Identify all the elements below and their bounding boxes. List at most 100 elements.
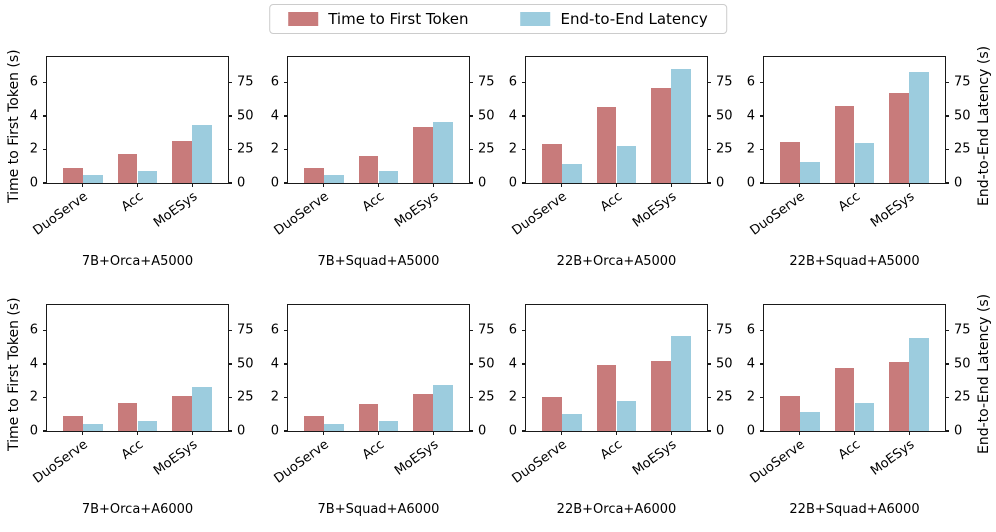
y-tick-label-right: 75 <box>716 322 733 338</box>
x-tick-mark <box>81 183 84 187</box>
y-tick-mark-left <box>284 81 288 83</box>
y-tick-mark-right <box>228 81 232 83</box>
x-tick-mark <box>670 183 673 187</box>
x-tick-mark <box>670 431 673 435</box>
x-tick-mark <box>615 431 618 435</box>
legend: Time to First Token End-to-End Latency <box>269 4 727 34</box>
y-tick-mark-right <box>707 430 711 432</box>
y-tick-label-right: 25 <box>954 389 971 405</box>
bar-e2e-duoserve <box>799 411 820 431</box>
bar-ttft-duoserve <box>541 397 562 431</box>
x-tick-label-acc: Acc <box>118 189 146 215</box>
y-tick-label-left: 4 <box>746 356 755 372</box>
bar-ttft-moesys <box>172 395 193 431</box>
x-tick-label-moesys: MoESys <box>868 437 918 479</box>
x-tick-mark <box>615 183 618 187</box>
y-tick-label-left: 2 <box>29 389 38 405</box>
y-tick-mark-right <box>469 115 473 117</box>
x-tick-label-duoserve: DuoServe <box>30 437 91 487</box>
legend-item-e2e: End-to-End Latency <box>520 10 708 28</box>
y-tick-label-right: 0 <box>716 175 725 191</box>
bar-e2e-duoserve <box>323 423 344 431</box>
y-tick-mark-right <box>469 148 473 151</box>
y-tick-mark-left <box>522 115 526 117</box>
bar-ttft-moesys <box>413 394 434 431</box>
bar-ttft-duoserve <box>541 144 562 183</box>
bar-e2e-acc <box>854 403 875 431</box>
y-tick-label-left: 4 <box>270 108 279 124</box>
plot-area: 0 2 4 6 0 25 50 75 DuoServe Acc MoESys <box>747 304 971 487</box>
bar-ttft-moesys <box>889 93 910 183</box>
y-tick-mark-right <box>469 329 473 331</box>
y-tick-mark-right <box>945 148 949 151</box>
subplot-22B+Orca+A6000: 0 2 4 6 0 25 50 75 DuoServe Acc MoESys 22B+Orca+A6… <box>509 284 733 532</box>
bar-e2e-moesys <box>909 72 930 183</box>
y-tick-mark-right <box>469 430 473 432</box>
left-axis-label: Time to First Token (s) <box>6 49 22 203</box>
subplot-7B+Orca+A6000: 0 2 4 6 0 25 50 75 DuoServe Acc MoESys 7B+Orca+A60… <box>30 284 254 532</box>
y-tick-mark-right <box>945 363 949 365</box>
y-tick-mark-right <box>707 148 711 151</box>
x-tick-mark <box>432 183 435 187</box>
bar-e2e-duoserve <box>561 163 582 183</box>
y-tick-mark-right <box>707 363 711 365</box>
x-tick-mark <box>560 431 563 435</box>
x-tick-label-acc: Acc <box>597 437 625 463</box>
y-tick-label-right: 0 <box>954 175 963 191</box>
y-tick-mark-left <box>284 396 288 399</box>
bar-ttft-moesys <box>889 362 910 431</box>
subplot-title: 22B+Orca+A6000 <box>556 502 677 517</box>
y-tick-label-left: 6 <box>29 322 38 338</box>
y-tick-mark-right <box>228 363 232 365</box>
x-tick-mark <box>322 183 325 187</box>
bar-e2e-moesys <box>671 68 692 183</box>
bar-ttft-acc <box>834 367 855 431</box>
y-tick-mark-right <box>707 182 711 184</box>
bar-e2e-acc <box>378 420 399 431</box>
y-tick-label-left: 6 <box>270 322 279 338</box>
bar-e2e-acc <box>137 170 158 183</box>
y-tick-mark-left <box>522 148 526 151</box>
y-tick-label-left: 2 <box>270 389 279 405</box>
y-tick-label-right: 25 <box>716 141 733 157</box>
bar-e2e-duoserve <box>82 423 103 431</box>
y-tick-mark-left <box>284 148 288 151</box>
y-tick-label-left: 2 <box>746 389 755 405</box>
y-tick-mark-right <box>228 396 232 399</box>
y-tick-label-right: 75 <box>954 322 971 338</box>
x-tick-label-moesys: MoESys <box>392 437 442 479</box>
legend-label-e2e: End-to-End Latency <box>560 10 708 28</box>
bar-e2e-duoserve <box>323 174 344 183</box>
y-tick-label-right: 25 <box>237 389 254 405</box>
y-tick-mark-left <box>760 396 764 399</box>
x-tick-mark <box>560 183 563 187</box>
y-tick-mark-left <box>522 182 526 184</box>
y-tick-mark-left <box>760 363 764 365</box>
y-tick-mark-left <box>760 81 764 83</box>
bar-ttft-acc <box>834 105 855 183</box>
y-tick-label-right: 50 <box>478 356 495 372</box>
x-tick-mark <box>377 431 380 435</box>
y-tick-label-left: 4 <box>270 356 279 372</box>
bar-e2e-acc <box>137 420 158 431</box>
y-tick-mark-right <box>228 430 232 432</box>
bar-e2e-duoserve <box>561 414 582 431</box>
x-tick-mark <box>322 431 325 435</box>
y-tick-label-right: 75 <box>237 322 254 338</box>
y-tick-mark-left <box>43 396 47 399</box>
y-tick-label-right: 50 <box>954 356 971 372</box>
bar-e2e-duoserve <box>799 162 820 183</box>
x-tick-label-moesys: MoESys <box>868 189 918 231</box>
bar-ttft-acc <box>117 153 138 183</box>
bar-ttft-duoserve <box>779 141 800 183</box>
y-tick-label-left: 6 <box>270 74 279 90</box>
plot-area: 0 2 4 6 0 25 50 75 DuoServe Acc MoESys <box>271 56 495 239</box>
x-tick-label-duoserve: DuoServe <box>271 437 332 487</box>
y-tick-label-left: 2 <box>29 141 38 157</box>
y-tick-mark-left <box>43 363 47 365</box>
y-tick-mark-left <box>760 148 764 151</box>
y-tick-mark-right <box>945 115 949 117</box>
y-tick-mark-right <box>228 115 232 117</box>
y-tick-label-right: 50 <box>716 356 733 372</box>
